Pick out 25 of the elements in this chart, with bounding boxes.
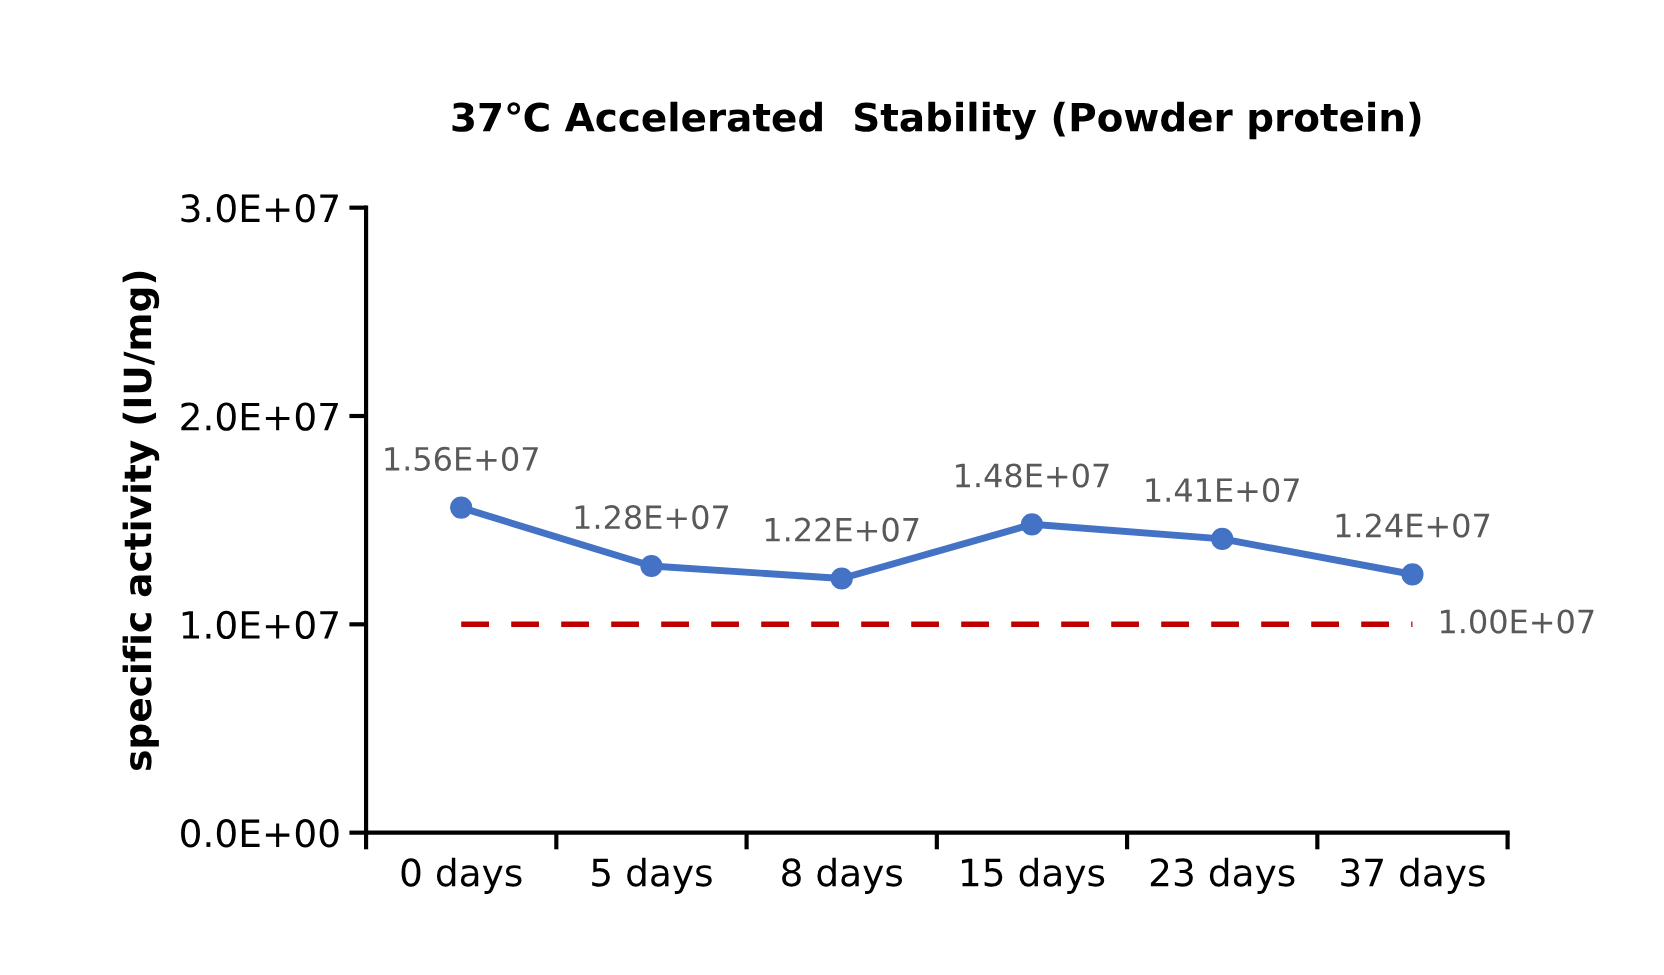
- x-tick-label: 37 days: [1341, 857, 1485, 894]
- data-label: 1.28E+07: [575, 505, 729, 530]
- y-axis-title: specific activity (IU/mg): [122, 271, 160, 770]
- y-tick-label: 2.0E+07: [181, 402, 338, 431]
- x-tick-label: 0 days: [401, 857, 522, 894]
- data-label: 1.48E+07: [956, 463, 1109, 488]
- x-tick-label: 15 days: [962, 857, 1105, 894]
- point: [640, 554, 663, 578]
- point: [830, 567, 853, 590]
- x-tick-label: 8 days: [782, 857, 903, 894]
- point: [1020, 513, 1044, 536]
- x-tick-label: 5 days: [592, 857, 712, 894]
- point: [450, 496, 473, 519]
- data-label: 1.24E+07: [1336, 513, 1490, 538]
- chart-title: 37℃ Accelerated Stability (Powder protein): [452, 101, 1421, 140]
- data-label: 1.56E+07: [385, 446, 538, 471]
- x-tick-label: 23 days: [1150, 857, 1295, 894]
- ref-line-label: 1.00E+07: [1440, 609, 1594, 634]
- data-label: 1.41E+07: [1146, 478, 1299, 503]
- point: [1211, 527, 1234, 551]
- y-tick-label: 0.0E+00: [181, 819, 339, 848]
- y-tick-label: 3.0E+07: [181, 194, 338, 223]
- y-tick-label: 1.0E+07: [182, 610, 338, 640]
- data-label: 1.22E+07: [765, 517, 919, 542]
- point: [1401, 563, 1424, 586]
